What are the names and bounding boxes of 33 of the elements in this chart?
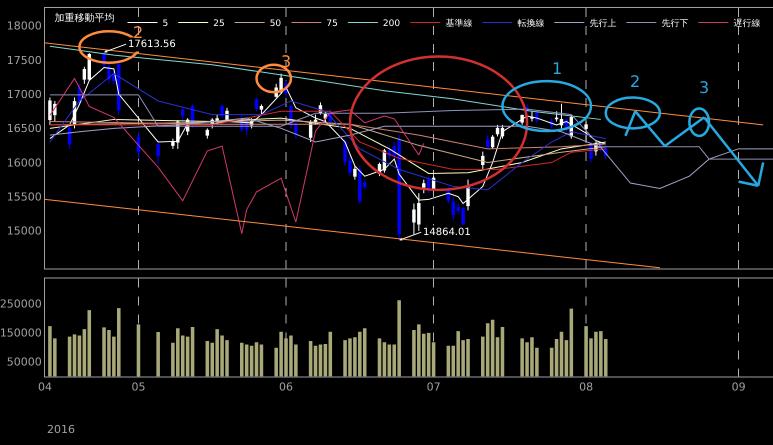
x-tick-label: 06 [279,380,294,394]
legend-label: 200 [382,19,400,30]
y-tick-label: 50000 [6,356,42,369]
x-tick-label: 05 [131,380,146,394]
legend-label: 基準線 [445,18,472,30]
y-tick-label: 17000 [6,88,42,101]
legend-label: 先行下 [661,18,688,30]
legend-label: 5 [162,19,168,30]
y-tick-label: 16000 [6,156,42,170]
y-tick-label: 15000 [6,224,42,238]
annotation: 3 [699,78,710,97]
annotation: 17613.56 [128,39,176,50]
annotation: 2 [630,72,640,91]
legend-label: 先行上 [589,18,616,30]
y-tick-label: 16500 [6,122,42,136]
y-tick-label: 15500 [6,190,42,204]
y-tick-label: 150000 [0,326,42,340]
y-tick-label: 250000 [0,297,42,310]
x-tick-label: 08 [579,380,594,394]
x-tick-label: 04 [38,380,52,394]
legend-label: 50 [270,19,282,30]
legend-label: 遅行線 [733,18,760,30]
x-tick-label: 09 [732,380,746,394]
text: 2016 [47,423,75,436]
legend-title: 加重移動平均 [54,12,114,24]
x-tick-label: 07 [426,380,441,394]
legend-label: 転換線 [517,18,544,30]
annotation: 14864.01 [423,227,471,238]
y-tick-label: 17500 [6,54,42,67]
legend-label: 25 [213,19,225,30]
legend-label: 75 [326,19,338,30]
annotation: 1 [552,59,562,78]
y-tick-label: 18000 [6,20,42,33]
